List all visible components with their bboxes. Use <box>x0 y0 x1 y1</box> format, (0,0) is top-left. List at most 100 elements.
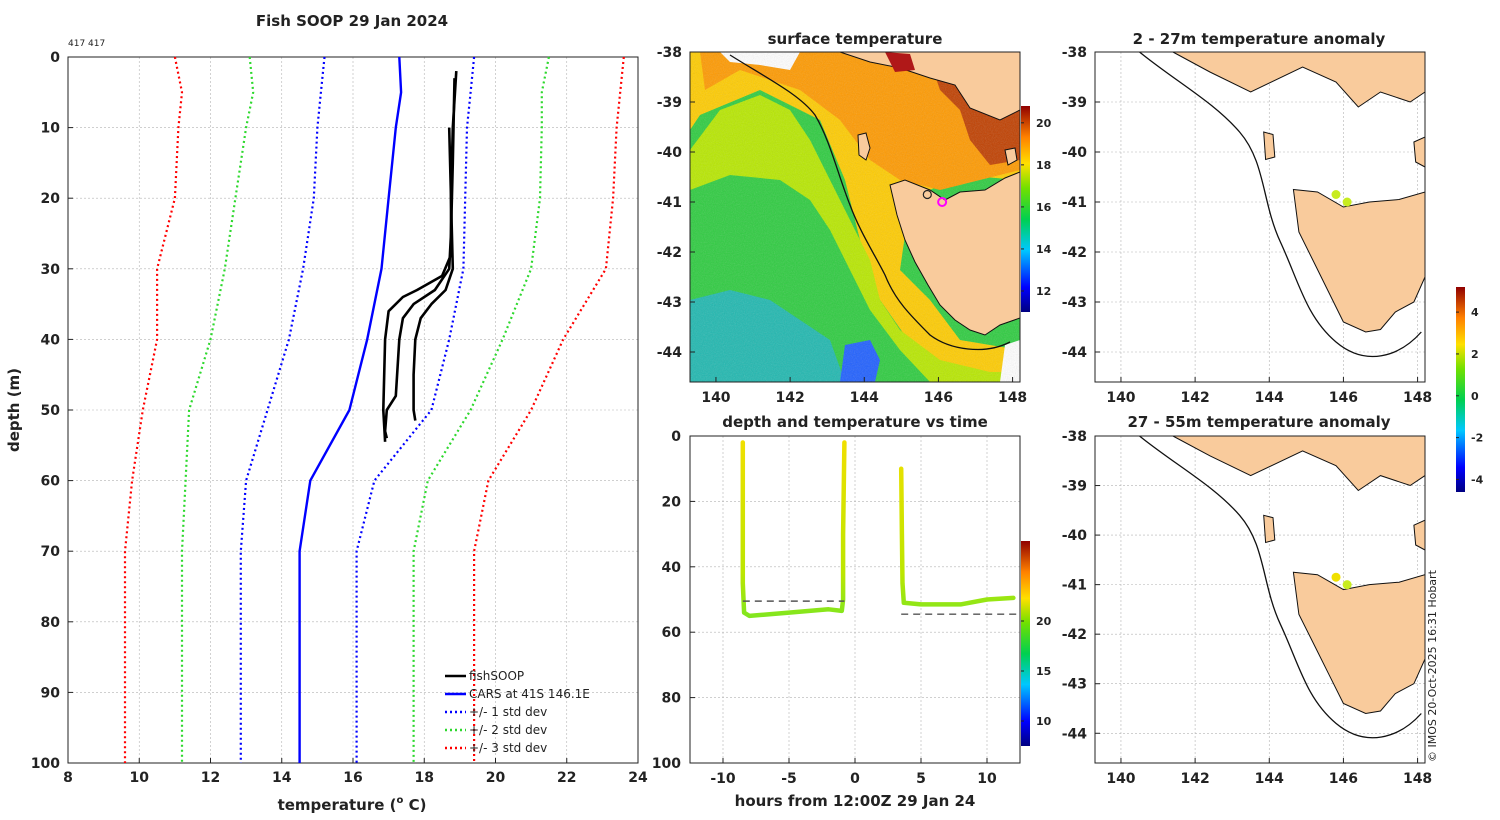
legend-label-1: CARS at 41S 146.1E <box>469 687 590 701</box>
surface-axes-box <box>689 51 1021 383</box>
profile-ytick-label-4: 40 <box>41 332 61 348</box>
anom2-point-1 <box>1342 580 1352 590</box>
anom1-map: 140 142 144 146 148 -38 -39 -40 -41 -42 -43 -44 <box>1062 45 1432 406</box>
profile-xlabel-prefix: temperature ( <box>278 796 397 814</box>
surface-ticks: 140 142 144 146 148 -38 -39 -40 -41 -42 -43 -44 <box>657 45 1027 406</box>
profile-legend: fishSOOP CARS at 41S 146.1E +/- 1 std dev +… <box>445 669 590 755</box>
anom1-mainland <box>1172 51 1426 108</box>
depthtime-xtick-label-0: -10 <box>710 771 736 787</box>
profile-grid <box>67 56 639 764</box>
depthtime-cb-label-2: 20 <box>1036 615 1052 628</box>
profile-xtick-label-3: 14 <box>272 770 292 786</box>
profile-ylabel: depth (m) <box>5 368 23 452</box>
anom1-tasmania <box>1292 188 1426 333</box>
legend-label-3: +/- 2 std dev <box>469 723 547 737</box>
surface-xtick-label-2: 144 <box>850 390 879 406</box>
profile-series <box>123 56 625 763</box>
anom1-ytick-label-6: -44 <box>1062 345 1088 361</box>
profile-xtick-label-7: 22 <box>557 770 576 786</box>
anom2-xtick-label-4: 148 <box>1403 771 1432 787</box>
anom1-xtick-label-4: 148 <box>1403 390 1432 406</box>
anom1-isobath <box>1139 51 1422 358</box>
anom2-ytick-label-4: -42 <box>1062 627 1087 643</box>
profile-xtick-label-1: 10 <box>130 770 150 786</box>
anom1-title: 2 - 27m temperature anomaly <box>1133 30 1386 48</box>
profile-ytick-label-0: 0 <box>50 50 60 66</box>
anom2-xtick-label-0: 140 <box>1106 771 1135 787</box>
anom2-ytick-label-6: -44 <box>1062 726 1088 742</box>
surface-flinders-island <box>1004 147 1018 166</box>
profile-series--3-std <box>473 56 625 763</box>
anom2-point-0 <box>1331 572 1341 582</box>
anom1-xtick-label-2: 144 <box>1255 390 1284 406</box>
anom2-mainland <box>1172 435 1426 492</box>
profile-series--1-std <box>355 56 476 763</box>
anomaly-panel-2: 27 - 55m temperature anomaly 140 142 144 14… <box>1062 413 1432 787</box>
anom1-point-0 <box>1331 190 1341 199</box>
surface-ytick-label-0: -38 <box>657 45 682 61</box>
anom2-ytick-label-1: -39 <box>1062 479 1087 495</box>
surface-isobath <box>729 54 1011 351</box>
depthtime-grid <box>690 435 1020 764</box>
profile-xtick-label-2: 12 <box>201 770 220 786</box>
legend-label-4: +/- 3 std dev <box>469 741 547 755</box>
depthtime-panel: depth and temperature vs time -10 -5 0 5 100… <box>652 413 1052 810</box>
anom2-title: 27 - 55m temperature anomaly <box>1127 413 1390 431</box>
surface-xtick-label-3: 146 <box>924 390 953 406</box>
surface-cb-label-0: 12 <box>1036 285 1051 298</box>
profile-ytick-label-9: 90 <box>41 685 61 701</box>
depthtime-colorbar-ticks: 10 15 20 <box>1021 615 1052 728</box>
surface-colorbar-ticks: 12 14 16 18 20 <box>1021 117 1052 298</box>
profile-ytick-label-1: 10 <box>41 121 61 137</box>
surface-panel: surface temperature 140 142 144 146 148 -38 -3… <box>657 30 1052 406</box>
profile-ytick-label-5: 50 <box>41 403 61 419</box>
anom2-flinders-island <box>1413 519 1426 551</box>
anomaly-cb-label-1: -2 <box>1471 432 1483 445</box>
anom1-ytick-label-2: -40 <box>1062 145 1088 161</box>
depthtime-ytick-label-4: 80 <box>662 691 682 707</box>
profile-ytick-label-6: 60 <box>41 474 61 490</box>
anom2-xtick-label-1: 142 <box>1180 771 1209 787</box>
anom1-ytick-label-3: -41 <box>1062 195 1087 211</box>
surface-cb-label-1: 14 <box>1036 243 1052 256</box>
profile-series--3-std <box>123 56 184 763</box>
anom1-xtick-label-1: 142 <box>1180 390 1209 406</box>
depthtime-ytick-label-2: 40 <box>662 560 682 576</box>
anom1-flinders-island <box>1413 136 1426 168</box>
profile-ticks: 8 10 12 14 16 18 20 22 24 0 10 20 30 40 50 60 70 80 90 100 <box>31 50 648 786</box>
legend-label-2: +/- 1 std dev <box>469 705 547 719</box>
anomaly-cb-label-2: 0 <box>1471 390 1479 403</box>
surface-map <box>690 52 1020 382</box>
profile-ytick-label-7: 70 <box>41 544 61 560</box>
profile-xtick-label-5: 18 <box>415 770 434 786</box>
anomaly-colorbar <box>1456 287 1465 492</box>
profile-xlabel: temperature (o C) <box>278 795 427 814</box>
surface-ytick-label-4: -42 <box>657 245 682 261</box>
anomaly-cb-label-4: 4 <box>1471 306 1479 319</box>
surface-ytick-label-5: -43 <box>657 295 682 311</box>
profile-series-cars-mean <box>298 56 403 763</box>
depthtime-trace-0 <box>740 440 847 619</box>
profile-xlabel-sup: o <box>396 795 403 806</box>
anom1-ytick-label-1: -39 <box>1062 95 1087 111</box>
profile-ytick-label-3: 30 <box>41 262 61 278</box>
profile-xtick-label-6: 20 <box>486 770 506 786</box>
surface-mainland <box>839 52 1020 121</box>
anom2-ytick-label-3: -41 <box>1062 578 1087 594</box>
surface-cb-label-2: 16 <box>1036 201 1052 214</box>
credit-text: © IMOS 20-Oct-2025 16:31 Hobart <box>1426 569 1439 762</box>
profile-title: Fish SOOP 29 Jan 2024 <box>256 12 448 30</box>
depthtime-title: depth and temperature vs time <box>722 413 988 431</box>
anom2-xtick-label-3: 146 <box>1329 771 1358 787</box>
profile-ytick-label-8: 80 <box>41 615 61 631</box>
anomaly-panel-1: 2 - 27m temperature anomaly 140 142 144 146… <box>1062 30 1432 406</box>
anom1-ytick-label-5: -43 <box>1062 295 1087 311</box>
depthtime-xtick-label-2: 0 <box>850 771 860 787</box>
depthtime-cb-label-1: 15 <box>1036 665 1051 678</box>
anomaly-colorbar-ticks: -4 -2 0 2 4 <box>1456 306 1484 486</box>
depthtime-ytick-label-3: 60 <box>662 625 682 641</box>
anom2-king-island <box>1263 514 1276 544</box>
profile-series--1-std <box>239 56 326 763</box>
profile-series-fishsoop-cast-1 <box>382 71 458 442</box>
